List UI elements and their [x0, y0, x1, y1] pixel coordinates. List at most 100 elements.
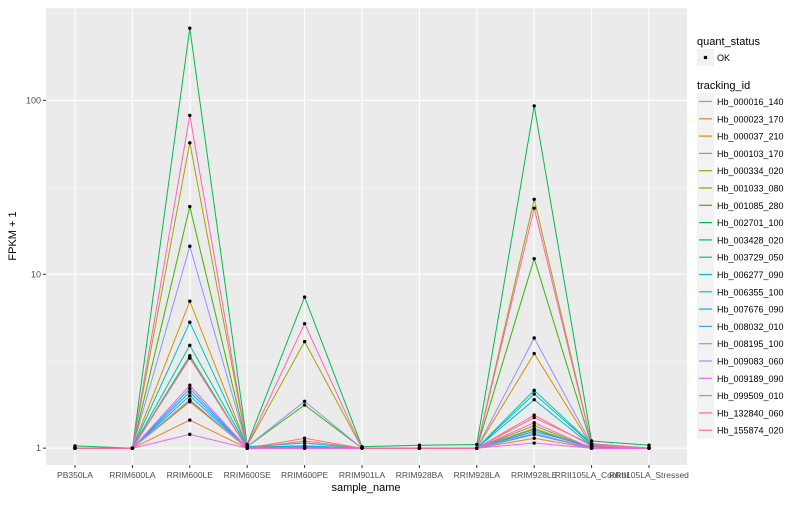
- y-axis: 1 10 100: [26, 95, 46, 453]
- data-point-Hb_155874_020: [73, 446, 77, 450]
- x-tick-label: RRII105LA_Control: [555, 470, 629, 480]
- data-point-Hb_155874_020: [475, 446, 479, 450]
- legend-label: Hb_009189_090: [717, 374, 784, 384]
- shape-legend-point: [703, 55, 708, 60]
- legend-label: Hb_000334_020: [717, 166, 784, 176]
- y-axis-label: FPKM + 1: [7, 211, 19, 260]
- data-point-Hb_155874_020: [532, 413, 536, 417]
- data-point-Hb_006355_100: [188, 394, 192, 398]
- data-point-Hb_001085_280: [188, 204, 192, 209]
- legend-label: Hb_002701_100: [717, 218, 784, 228]
- data-point-Hb_155874_020: [245, 446, 249, 450]
- x-axis: PB350LA RRIM600LA RRIM600LE RRIM600SE RRIM60…: [57, 465, 689, 480]
- data-point-Hb_002701_100: [188, 26, 192, 30]
- legend-label: Hb_003729_050: [717, 253, 784, 263]
- data-point-Hb_002701_100: [589, 439, 594, 443]
- x-tick-label: RRIM600LA: [109, 470, 156, 480]
- data-point-Hb_002701_100: [302, 295, 307, 299]
- x-tick-label: RRII105LA_Stressed: [609, 470, 689, 480]
- data-point-Hb_009083_060: [188, 397, 192, 402]
- legend-label: Hb_008195_100: [717, 339, 784, 349]
- legend-label: Hb_007676_090: [717, 305, 784, 315]
- x-tick-label: PB350LA: [57, 470, 93, 480]
- data-point-Hb_002701_100: [475, 442, 479, 447]
- legend-label: Hb_003428_020: [717, 235, 784, 245]
- legend: quant_status OK tracking_id Hb_000016_14…: [697, 36, 784, 439]
- legend-label: Hb_000037_210: [717, 132, 784, 142]
- legend-label: Hb_099509_010: [717, 391, 784, 401]
- legend-label: Hb_001033_080: [717, 184, 784, 194]
- data-point-Hb_155874_020: [417, 446, 422, 450]
- data-point-Hb_000037_210: [188, 299, 192, 303]
- data-point-Hb_002701_100: [417, 443, 422, 447]
- legend-label: Hb_000023_170: [717, 114, 784, 124]
- data-point-Hb_000037_210: [532, 351, 536, 356]
- data-point-Hb_008032_010: [188, 386, 192, 391]
- legend-label: Hb_155874_020: [717, 426, 784, 436]
- data-point-Hb_132840_060: [188, 113, 192, 118]
- data-point-Hb_000016_140: [532, 415, 536, 420]
- y-tick-label: 100: [26, 95, 41, 105]
- data-point-Hb_155874_020: [188, 356, 192, 360]
- legend-label: Hb_001085_280: [717, 201, 784, 211]
- data-point-Hb_000023_170: [532, 436, 536, 440]
- gridlines: [46, 8, 687, 465]
- data-point-Hb_009189_090: [532, 441, 536, 445]
- legend-label: Hb_000016_140: [717, 97, 784, 107]
- data-point-Hb_009189_090: [188, 432, 192, 437]
- x-tick-label: RRIM928BA: [396, 470, 444, 480]
- data-point-Hb_099509_010: [532, 421, 536, 425]
- shape-legend-label: OK: [717, 53, 730, 63]
- data-point-Hb_001085_280: [532, 256, 536, 261]
- y-tick-label: 1: [36, 443, 41, 453]
- y-tick-label: 10: [31, 269, 41, 279]
- x-tick-label: RRIM928LA: [454, 470, 501, 480]
- data-point-Hb_099509_010: [302, 446, 307, 450]
- data-point-Hb_008195_100: [302, 399, 307, 403]
- data-point-Hb_008032_010: [532, 427, 536, 432]
- data-point-Hb_003729_050: [188, 343, 192, 348]
- data-point-Hb_002701_100: [647, 443, 651, 447]
- data-point-Hb_008195_100: [188, 244, 192, 248]
- x-tick-label: RRIM600LE: [167, 470, 214, 480]
- legend-label: Hb_006355_100: [717, 287, 784, 297]
- data-point-Hb_001085_280: [302, 403, 307, 407]
- x-tick-label: RRIM600SE: [224, 470, 272, 480]
- data-point-Hb_132840_060: [302, 321, 307, 326]
- legend-label: Hb_009083_060: [717, 357, 784, 367]
- data-point-Hb_155874_020: [130, 446, 135, 450]
- plot-panel: [46, 8, 687, 465]
- data-point-Hb_009083_060: [532, 431, 536, 435]
- x-tick-label: RRIM901LA: [339, 470, 386, 480]
- color-legend-title: tracking_id: [697, 80, 750, 92]
- data-point-Hb_000334_020: [188, 141, 192, 145]
- data-point-Hb_155874_020: [647, 446, 651, 450]
- shape-legend-title: quant_status: [697, 36, 760, 48]
- x-tick-label: RRIM600PE: [281, 470, 329, 480]
- legend-label: Hb_132840_060: [717, 408, 784, 418]
- data-point-Hb_000016_140: [302, 436, 307, 440]
- data-point-Hb_155874_020: [589, 444, 594, 448]
- legend-label: Hb_006277_090: [717, 270, 784, 280]
- data-points: [73, 26, 651, 450]
- data-point-Hb_099509_010: [188, 383, 192, 387]
- legend-label: Hb_008032_010: [717, 322, 784, 332]
- data-point-Hb_006277_090: [188, 320, 192, 324]
- data-point-Hb_006277_090: [532, 388, 536, 393]
- data-point-Hb_132840_060: [532, 206, 536, 210]
- data-point-Hb_007676_090: [188, 390, 192, 394]
- x-axis-label: sample_name: [331, 482, 400, 494]
- data-point-Hb_000023_170: [188, 418, 192, 422]
- data-point-Hb_001033_080: [532, 423, 536, 428]
- data-point-Hb_006355_100: [532, 397, 536, 402]
- data-point-Hb_155874_020: [302, 439, 307, 443]
- data-point-Hb_000334_020: [302, 339, 307, 344]
- data-point-Hb_000334_020: [532, 197, 536, 201]
- x-tick-label: RRIM928LE: [511, 470, 558, 480]
- data-point-Hb_008195_100: [532, 336, 536, 340]
- legend-label: Hb_000103_170: [717, 149, 784, 159]
- data-point-Hb_155874_020: [360, 446, 364, 450]
- data-point-Hb_002701_100: [532, 104, 536, 108]
- data-point-Hb_003729_050: [532, 392, 536, 396]
